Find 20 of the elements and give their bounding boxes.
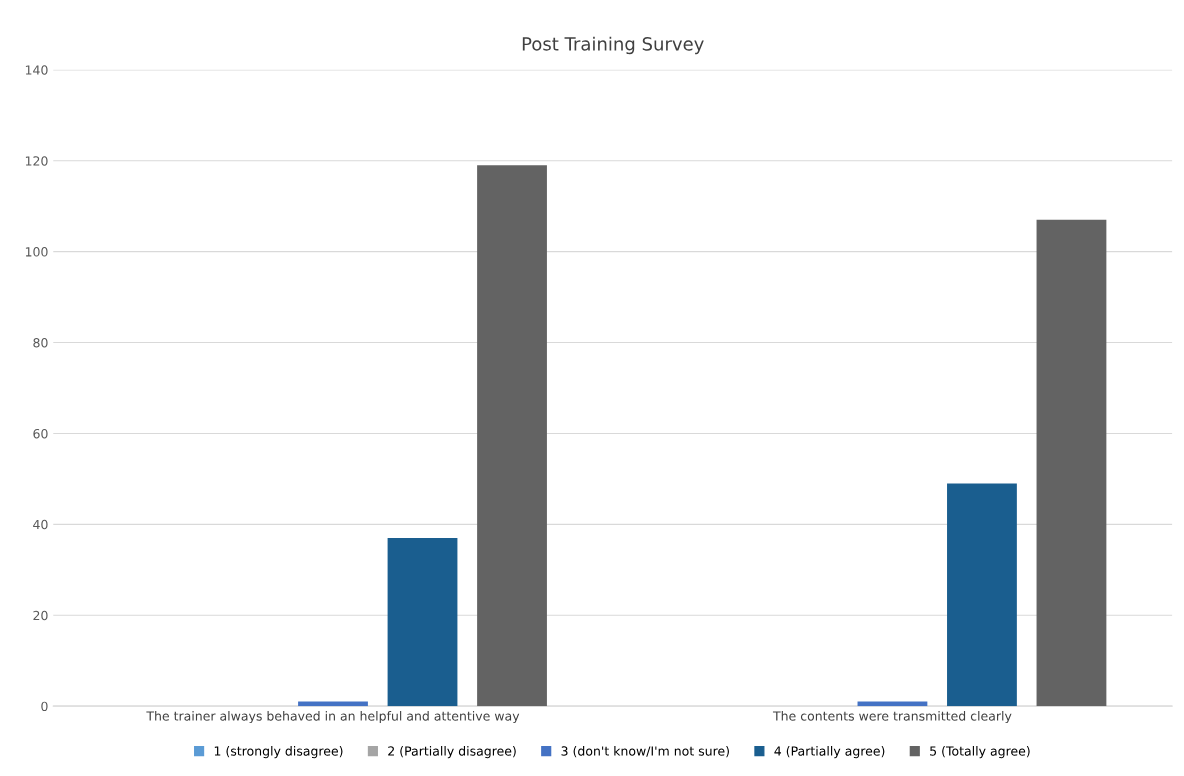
y-tick-label: 100 [25, 247, 48, 257]
y-tick-label: 20 [33, 610, 48, 621]
x-tick-label: The trainer always behaved in an helpful and attentive way [146, 711, 520, 724]
y-tick-label: 120 [25, 156, 48, 166]
y-tick-label: 140 [25, 65, 48, 75]
x-tick-label: The contents were transmitted clearly [772, 711, 1012, 724]
bar [1036, 219, 1107, 707]
bar [387, 537, 458, 707]
legend-label: 3 (don't know/I'm not sure) [561, 746, 729, 758]
bar [477, 165, 547, 707]
y-tick-label: 0 [41, 701, 48, 712]
chart-title: Post Training Survey [522, 36, 704, 55]
y-tick-label: 60 [33, 428, 48, 439]
y-tick-label: 80 [33, 338, 48, 348]
y-tick-label: 40 [33, 519, 48, 530]
bar [947, 483, 1017, 707]
legend-label: 1 (strongly disagree) [214, 746, 343, 759]
legend-label: 4 (Partially agree) [774, 746, 885, 759]
legend-label: 5 (Totally agree) [930, 746, 1030, 759]
legend-label: 2 (Partially disagree) [388, 746, 516, 759]
